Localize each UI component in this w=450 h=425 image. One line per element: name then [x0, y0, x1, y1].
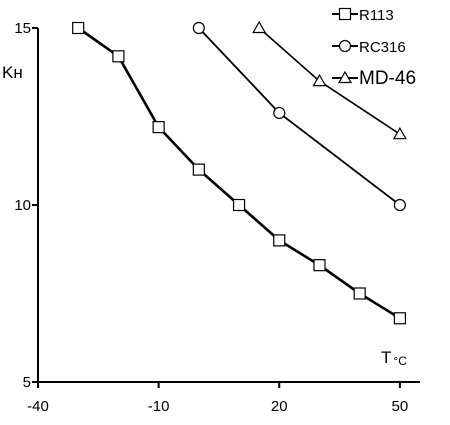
y-tick-label: 10 [14, 197, 31, 214]
legend-marker [337, 70, 353, 84]
x-axis-label-symbol: T [381, 348, 391, 367]
legend: R113 RC316 MD-46 [332, 7, 416, 89]
data-point-r113 [192, 163, 205, 176]
legend-entry-rc316: RC316 [332, 39, 406, 56]
series-r113 [72, 21, 406, 325]
legend-label: R113 [359, 7, 394, 24]
x-tick-label: 50 [392, 398, 409, 415]
axes: -40 -10 20 50 5 10 15 [14, 20, 420, 415]
series-rc316 [192, 21, 406, 212]
data-point-md-46 [392, 126, 407, 140]
data-point-r113 [393, 312, 406, 325]
legend-entry-r113: R113 [332, 7, 394, 24]
legend-label: RC316 [359, 39, 406, 56]
y-axis-label: Kн [2, 63, 23, 82]
x-axis-label-unit: °C [393, 354, 407, 368]
data-point-md-46 [252, 20, 267, 34]
x-axis-label: T °C [381, 348, 407, 368]
data-point-r113 [112, 50, 125, 63]
x-tick-label: -40 [27, 398, 49, 415]
data-point-rc316 [273, 106, 286, 120]
series-md-46 [252, 20, 407, 140]
series-layer [72, 20, 407, 325]
data-point-r113 [72, 21, 85, 35]
legend-marker [338, 7, 352, 21]
x-tick-label: 20 [271, 398, 288, 415]
x-tick-label: -10 [148, 398, 170, 415]
data-point-r113 [232, 198, 246, 212]
legend-label: MD-46 [359, 68, 416, 89]
data-point-rc316 [393, 198, 406, 212]
data-point-r113 [152, 121, 165, 134]
data-point-r113 [313, 259, 326, 272]
data-point-r113 [273, 234, 286, 247]
data-point-rc316 [192, 21, 205, 35]
legend-entry-md-46: MD-46 [332, 68, 416, 89]
y-tick-label: 15 [14, 20, 31, 37]
data-point-md-46 [312, 73, 327, 87]
legend-marker [338, 39, 352, 53]
y-tick-label: 5 [23, 374, 31, 391]
data-point-r113 [353, 287, 366, 300]
